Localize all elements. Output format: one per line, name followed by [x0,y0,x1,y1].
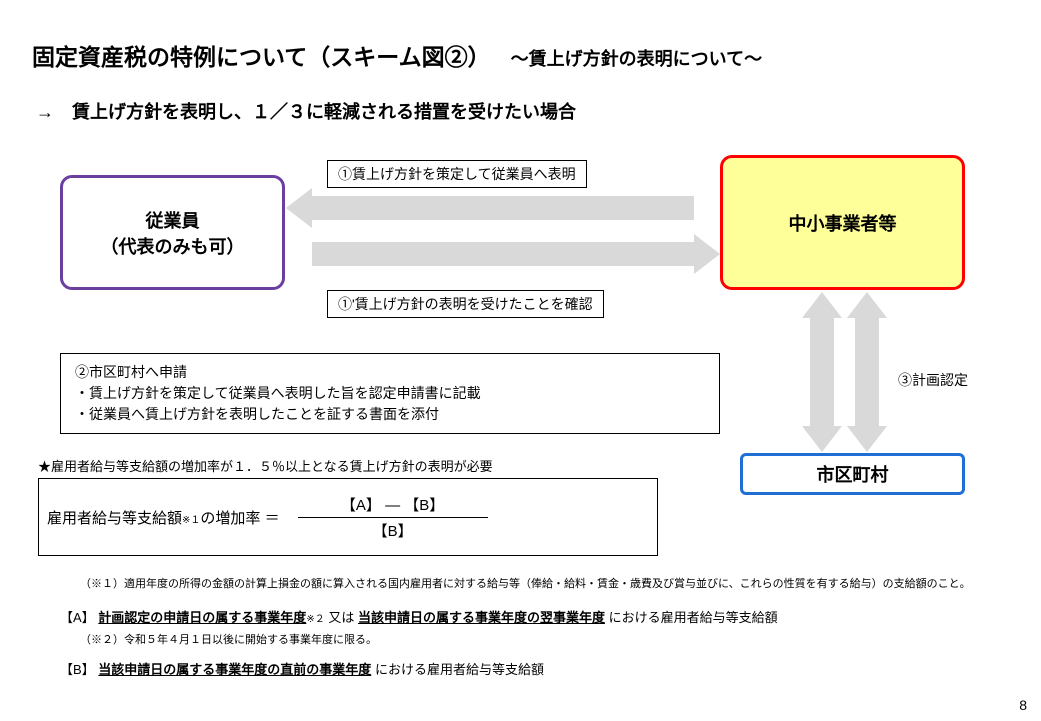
formula-lhs-sub: ※１ [182,515,200,526]
node-municipality: 市区町村 [740,453,965,495]
footnote-A: 【A】 計画認定の申請日の属する事業年度※２ 又は 当該申請日の属する事業年度の… [60,608,778,629]
foot-B-pre: 【B】 [60,662,95,677]
node-sme-label: 中小事業者等 [789,210,897,236]
footnote-B: 【B】 当該申請日の属する事業年度の直前の事業年度 における雇用者給与等支給額 [60,660,544,681]
formula-lhs: 雇用者給与等支給額※１の増加率 ＝ [47,507,280,528]
title-sub: ～賃上げ方針の表明について～ [511,45,762,71]
node-employee: 従業員 （代表のみも可） [60,175,285,290]
page-number: 8 [1019,697,1027,713]
formula-denominator: 【B】 [367,518,419,541]
foot-A-u2: 当該申請日の属する事業年度の翌事業年度 [358,610,605,625]
arrow-sme-muni-left [810,318,834,426]
lead-text: → 賃上げ方針を表明し、１／３に軽減される措置を受けたい場合 [36,98,576,124]
node-employee-line2: （代表のみも可） [101,233,245,259]
node-employee-line1: 従業員 [146,207,200,233]
node-sme: 中小事業者等 [720,155,965,290]
title-row: 固定資産税の特例について（スキーム図②） ～賃上げ方針の表明について～ [32,38,1009,72]
formula-box: 雇用者給与等支給額※１の増加率 ＝ 【A】 ― 【B】 【B】 [38,478,658,556]
label-step3: ③計画認定 [898,370,968,390]
footnote-1: （※１）適用年度の所得の金額の計算上損金の額に算入される国内雇用者に対する給与等… [80,576,971,594]
label-step1: ①賃上げ方針を策定して従業員へ表明 [327,160,587,188]
note-line3: ・従業員へ賃上げ方針を表明したことを証する書面を添付 [75,404,705,425]
note-step2: ②市区町村へ申請 ・賃上げ方針を策定して従業員へ表明した旨を認定申請書に記載 ・… [60,353,720,434]
arrow-employee-to-sme [312,242,694,266]
footnote-2: （※２）令和５年４月１日以後に開始する事業年度に限る。 [80,632,377,650]
foot-B-u: 当該申請日の属する事業年度の直前の事業年度 [98,662,371,677]
title-main: 固定資産税の特例について（スキーム図②） [32,38,491,72]
formula-lhs-a: 雇用者給与等支給額 [47,510,182,527]
node-muni-label: 市区町村 [817,461,889,487]
foot-A-pre: 【A】 [60,610,95,625]
note-line2: ・賃上げ方針を策定して従業員へ表明した旨を認定申請書に記載 [75,383,705,404]
arrow-sme-to-employee [312,196,694,220]
foot-A-mid: 又は [328,610,358,625]
label-step1-prime: ①'賃上げ方針の表明を受けたことを確認 [327,290,604,318]
formula-numerator: 【A】 ― 【B】 [335,494,450,517]
note-line1: ②市区町村へ申請 [75,362,705,383]
foot-A-u1: 計画認定の申請日の属する事業年度 [98,610,306,625]
foot-A-tail: における雇用者給与等支給額 [609,610,778,625]
foot-B-tail: における雇用者給与等支給額 [375,662,544,677]
star-note: ★雇用者給与等支給額の増加率が１．５％以上となる賃上げ方針の表明が必要 [38,456,493,475]
arrow-sme-muni-right [855,318,879,426]
formula-fraction: 【A】 ― 【B】 【B】 [298,494,488,541]
formula-lhs-b: の増加率 ＝ [200,510,279,527]
foot-A-sub: ※２ [306,614,324,625]
